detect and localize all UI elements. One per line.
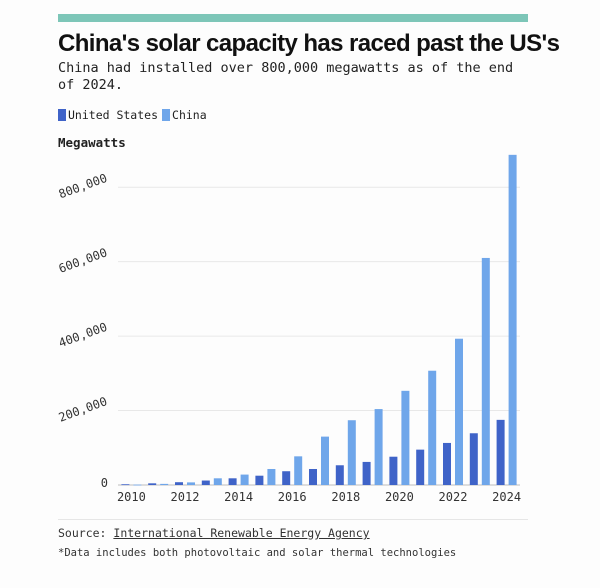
bar-united-states [389,456,398,485]
bar-china [321,436,329,485]
bar-united-states [228,478,237,485]
bar-china [240,474,249,485]
bar-united-states [121,484,130,486]
bar-china [347,420,356,485]
source-line: Source: International Renewable Energy A… [58,526,370,540]
bar-china [187,482,195,485]
bar-united-states [469,433,478,485]
bar-united-states [443,442,451,485]
bar-china [401,390,410,485]
bar-china [160,483,169,485]
bar-united-states [201,480,210,485]
bar-united-states [496,419,505,485]
bar-china [374,409,383,485]
legend-item-us: United States [58,108,158,122]
bar-china [213,478,222,485]
y-tick-label: 400,000 [57,320,109,350]
x-tick-label: 2010 [117,490,146,504]
y-tick-label: 600,000 [57,245,109,275]
bar-china [481,257,490,485]
bar-china [294,456,303,485]
bar-united-states [282,471,291,485]
x-tick-label: 2022 [439,490,468,504]
bar-united-states [309,468,317,485]
source-link[interactable]: International Renewable Energy Agency [113,526,370,540]
bar-united-states [362,461,371,485]
x-tick-label: 2020 [385,490,414,504]
x-tick-label: 2018 [331,490,360,504]
y-tick-label: 800,000 [57,171,109,201]
bar-china [133,484,142,486]
bar-united-states [255,475,264,485]
bar-china [508,154,517,486]
chart-title: China's solar capacity has raced past th… [58,30,560,57]
bar-united-states [175,482,183,485]
y-tick-label: 200,000 [57,394,109,424]
legend-item-china: China [162,108,207,122]
accent-bar [58,14,528,22]
footnote: *Data includes both photovoltaic and sol… [58,547,457,559]
legend-swatch-china [162,109,171,121]
legend: United States China [58,108,211,122]
x-tick-label: 2012 [171,490,200,504]
y-axis-unit-label: Megawatts [58,135,126,150]
legend-swatch-us [58,109,66,121]
bar-china [428,370,437,485]
x-tick-label: 2014 [224,490,253,504]
legend-label-us: United States [68,108,159,122]
x-tick-label: 2016 [278,490,307,504]
bar-china [455,338,463,485]
footer-divider [58,519,528,520]
bar-china [267,468,276,485]
bar-united-states [148,483,157,485]
chart-subtitle: China had installed over 800,000 megawat… [58,60,514,93]
source-prefix: Source: [58,526,107,540]
y-tick-label: 0 [101,476,108,490]
bar-united-states [335,465,344,485]
x-tick-label: 2024 [492,490,521,504]
legend-label-china: China [172,108,207,122]
bar-united-states [416,449,425,485]
